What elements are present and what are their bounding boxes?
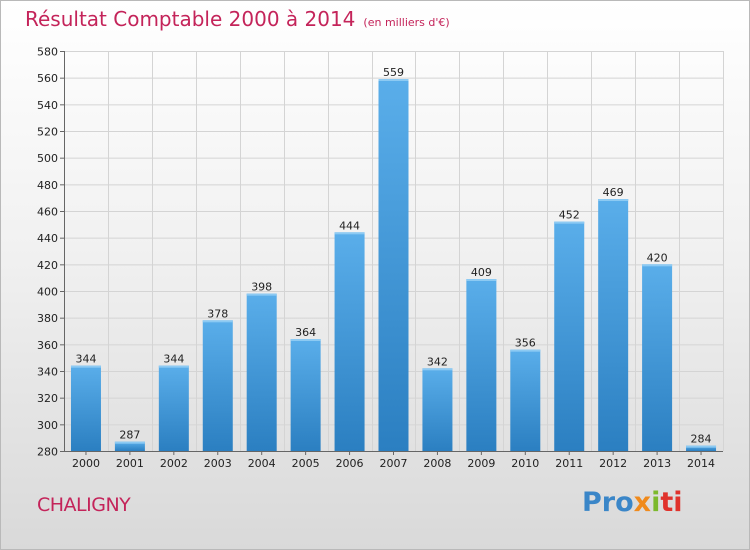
data-label: 378	[207, 307, 228, 320]
data-label: 342	[427, 355, 448, 368]
y-tick-label: 280	[37, 446, 58, 459]
y-tick-label: 440	[37, 232, 58, 245]
x-tick-label: 2010	[511, 457, 539, 470]
x-tick-label: 2005	[292, 457, 320, 470]
y-tick-label: 580	[37, 46, 58, 59]
bar	[246, 293, 277, 451]
bar	[202, 320, 233, 451]
x-tick-label: 2006	[336, 457, 364, 470]
bar-highlight	[70, 365, 101, 368]
bar	[334, 232, 365, 451]
x-tick-label: 2004	[248, 457, 276, 470]
y-tick-label: 380	[37, 312, 58, 325]
bar	[70, 365, 101, 451]
x-tick-label: 2012	[599, 457, 627, 470]
x-tick-label: 2003	[204, 457, 232, 470]
bar	[158, 365, 189, 451]
x-tick-label: 2014	[687, 457, 715, 470]
x-tick-label: 2008	[423, 457, 451, 470]
chart-title: Résultat Comptable 2000 à 2014 (en millie…	[25, 7, 450, 31]
bar	[598, 199, 629, 451]
x-tick-label: 2013	[643, 457, 671, 470]
chart-subtitle: (en milliers d'€)	[363, 16, 450, 29]
proxiti-logo: Proxiti	[582, 487, 683, 518]
bar-highlight	[158, 365, 189, 368]
bar	[290, 339, 321, 451]
data-label: 356	[515, 337, 536, 350]
data-label: 469	[603, 186, 624, 199]
logo-part-4: ti	[660, 487, 683, 518]
bar-highlight	[510, 349, 541, 352]
data-label: 284	[691, 433, 712, 446]
bar-layer	[70, 79, 717, 451]
data-label: 452	[559, 209, 580, 222]
city-name: CHALIGNY	[37, 494, 131, 516]
y-tick-label: 520	[37, 126, 58, 139]
bar	[114, 441, 145, 451]
bar-highlight	[246, 293, 277, 296]
y-tick-label: 340	[37, 366, 58, 379]
bar-highlight	[642, 264, 673, 267]
data-label: 409	[471, 266, 492, 279]
bar-highlight	[466, 279, 497, 281]
y-tick-label: 400	[37, 286, 58, 299]
data-label: 287	[119, 429, 140, 442]
bar	[642, 264, 673, 451]
label-layer: 344 287 344 378 398 364 444 559 342 409 356 452 469 4…	[75, 66, 711, 446]
y-tick-label: 300	[37, 419, 58, 432]
bar	[422, 368, 453, 451]
chart-title-main: Résultat Comptable 2000 à 2014	[25, 7, 356, 31]
x-tick-label: 2002	[160, 457, 188, 470]
x-tick-label: 2001	[116, 457, 144, 470]
y-tick-label: 480	[37, 179, 58, 192]
y-tick-label: 460	[37, 206, 58, 219]
bar	[466, 279, 497, 451]
logo-part-3: i	[651, 487, 661, 518]
bar-highlight	[378, 79, 409, 81]
data-label: 420	[647, 251, 668, 264]
bar-highlight	[114, 441, 145, 444]
bar	[510, 349, 541, 451]
bar	[554, 221, 585, 451]
bar-highlight	[334, 232, 365, 235]
y-tick-label: 500	[37, 152, 58, 165]
data-label: 344	[75, 353, 96, 366]
bar-highlight	[598, 199, 629, 201]
y-tick-label: 560	[37, 72, 58, 85]
bar-highlight	[202, 320, 233, 323]
bar-highlight	[686, 445, 717, 448]
data-label: 364	[295, 326, 316, 339]
axis-layer: 280 300 320 340 360 380 400 420 440 460 480 500 520 5…	[37, 46, 723, 470]
data-label: 559	[383, 66, 404, 79]
data-label: 398	[251, 281, 272, 294]
bar	[378, 79, 409, 451]
y-tick-label: 420	[37, 259, 58, 272]
logo-part-2: x	[633, 487, 652, 518]
bar-highlight	[554, 221, 585, 224]
data-label: 344	[163, 353, 184, 366]
y-tick-label: 540	[37, 99, 58, 112]
y-tick-label: 360	[37, 339, 58, 352]
bar	[686, 445, 717, 451]
x-tick-label: 2007	[380, 457, 408, 470]
logo-part-1: Pro	[582, 487, 634, 518]
x-tick-label: 2011	[555, 457, 583, 470]
bar-highlight	[422, 368, 453, 371]
x-tick-label: 2000	[72, 457, 100, 470]
bar-highlight	[290, 339, 321, 341]
y-tick-label: 320	[37, 392, 58, 405]
data-label: 444	[339, 219, 360, 232]
x-tick-label: 2009	[467, 457, 495, 470]
